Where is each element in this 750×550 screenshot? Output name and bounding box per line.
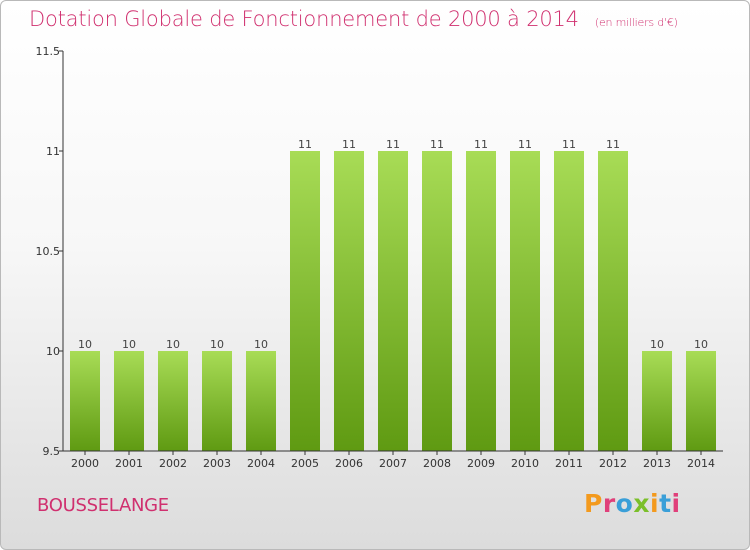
bar-2003 (202, 351, 232, 451)
chart-unit: (en milliers d'€) (594, 16, 678, 29)
bar-2005 (290, 151, 320, 451)
x-tick-2012: 2012 (599, 457, 627, 470)
bar-2011 (554, 151, 584, 451)
proxiti-logo[interactable]: Proxiti (584, 489, 681, 518)
y-tick-label: 10 (46, 345, 60, 358)
x-tick-2005: 2005 (291, 457, 319, 470)
bar-2006 (334, 151, 364, 451)
y-tick-label: 11 (46, 145, 60, 158)
x-tick-2011: 2011 (555, 457, 583, 470)
chart-title-text: Dotation Globale de Fonctionnement de 20… (29, 7, 579, 31)
x-tick-2014: 2014 (687, 457, 715, 470)
bar-2012 (598, 151, 628, 451)
chart-title: Dotation Globale de Fonctionnement de 20… (29, 7, 678, 31)
value-label-2001: 10 (122, 338, 136, 351)
bar-2009 (466, 151, 496, 451)
value-label-2006: 11 (342, 138, 356, 151)
place-name: BOUSSELANGE (37, 495, 169, 516)
value-label-2014: 10 (694, 338, 708, 351)
y-tick-label: 11.5 (36, 45, 61, 58)
x-tick-2010: 2010 (511, 457, 539, 470)
x-tick-2013: 2013 (643, 457, 671, 470)
bar-2013 (642, 351, 672, 451)
x-tick-2006: 2006 (335, 457, 363, 470)
value-label-2009: 11 (474, 138, 488, 151)
value-label-2007: 11 (386, 138, 400, 151)
x-tick-2008: 2008 (423, 457, 451, 470)
bar-2001 (114, 351, 144, 451)
x-tick-2007: 2007 (379, 457, 407, 470)
x-tick-2002: 2002 (159, 457, 187, 470)
value-label-2002: 10 (166, 338, 180, 351)
bar-2010 (510, 151, 540, 451)
bar-2007 (378, 151, 408, 451)
bar-2000 (70, 351, 100, 451)
value-label-2005: 11 (298, 138, 312, 151)
value-label-2008: 11 (430, 138, 444, 151)
bar-2004 (246, 351, 276, 451)
value-label-2013: 10 (650, 338, 664, 351)
x-tick-2009: 2009 (467, 457, 495, 470)
bar-2002 (158, 351, 188, 451)
x-tick-2000: 2000 (71, 457, 99, 470)
value-label-2000: 10 (78, 338, 92, 351)
value-label-2004: 10 (254, 338, 268, 351)
bars-group: 10 10 10 10 10 11 11 11 11 11 11 11 11 10 10 (70, 138, 716, 451)
x-tick-2001: 2001 (115, 457, 143, 470)
bar-2008 (422, 151, 452, 451)
x-tick-2004: 2004 (247, 457, 275, 470)
value-label-2010: 11 (518, 138, 532, 151)
x-tick-2003: 2003 (203, 457, 231, 470)
y-tick-label: 9.5 (43, 445, 61, 458)
value-label-2012: 11 (606, 138, 620, 151)
value-label-2003: 10 (210, 338, 224, 351)
axes-group: 2000 2001 2002 2003 2004 2005 2006 2007 2008 2009… (36, 45, 723, 470)
bar-2014 (686, 351, 716, 451)
y-tick-label: 10.5 (36, 245, 61, 258)
value-label-2011: 11 (562, 138, 576, 151)
